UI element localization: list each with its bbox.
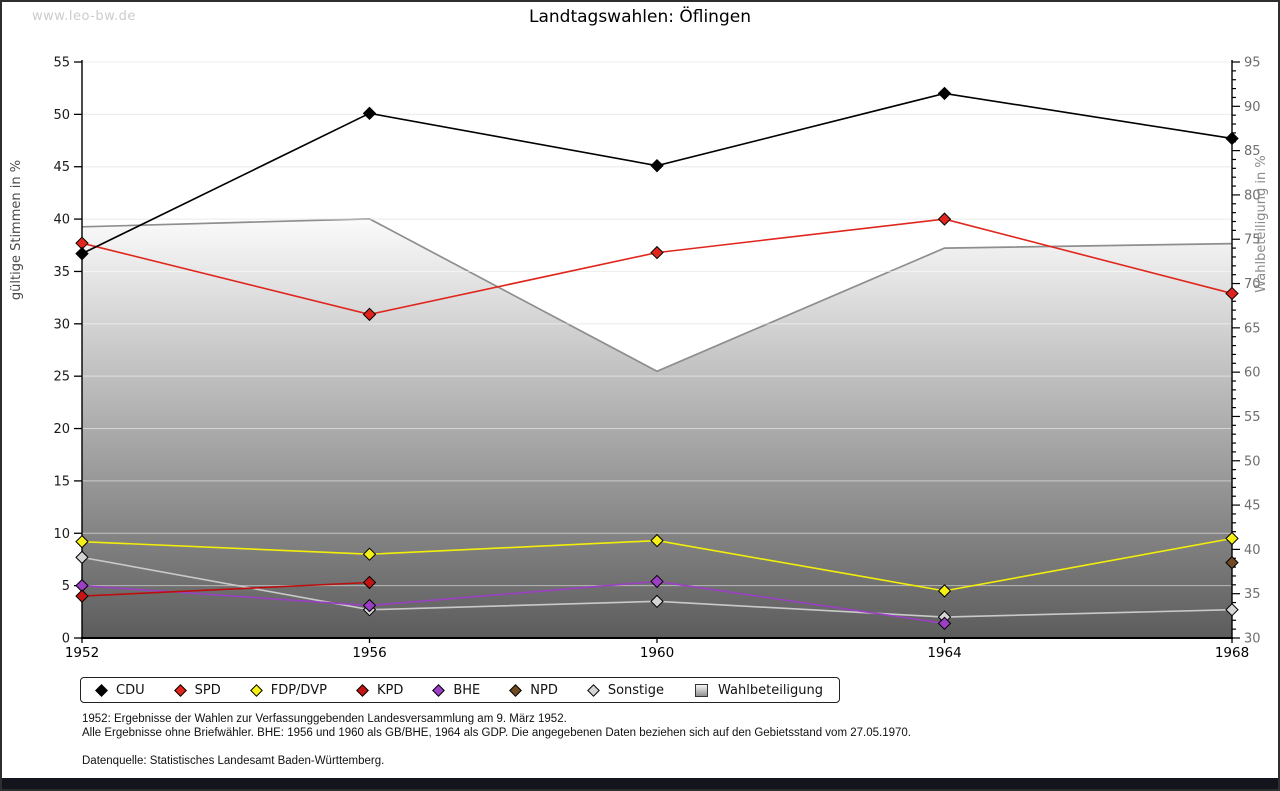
series-spd xyxy=(75,212,1239,322)
svg-text:1968: 1968 xyxy=(1215,645,1249,661)
legend-item-spd: SPD xyxy=(173,682,221,698)
svg-text:40: 40 xyxy=(53,213,70,228)
legend-item-npd: NPD xyxy=(509,682,558,698)
legend-label-fdp-dvp: FDP/DVP xyxy=(270,682,327,698)
legend-item-bhe: BHE xyxy=(432,682,481,698)
svg-text:20: 20 xyxy=(53,422,70,437)
footnote-line-1: 1952: Ergebnisse der Wahlen zur Verfassu… xyxy=(82,713,567,725)
svg-text:40: 40 xyxy=(1244,543,1261,558)
series-npd xyxy=(1225,555,1239,570)
svg-text:50: 50 xyxy=(1244,454,1261,469)
legend-label-cdu: CDU xyxy=(116,682,145,698)
svg-text:1952: 1952 xyxy=(65,645,99,661)
legend-item-cdu: CDU xyxy=(95,682,145,698)
svg-text:1960: 1960 xyxy=(640,645,674,661)
svg-text:10: 10 xyxy=(53,527,70,542)
legend-label-kpd: KPD xyxy=(376,682,404,698)
chart-footnotes: 1952: Ergebnisse der Wahlen zur Verfassu… xyxy=(82,713,911,769)
svg-text:45: 45 xyxy=(53,160,70,175)
svg-text:80: 80 xyxy=(1244,188,1261,203)
legend-square-icon xyxy=(695,683,709,697)
bottom-bar xyxy=(2,778,1278,789)
svg-text:30: 30 xyxy=(53,317,70,332)
legend-label-sonstige: Sonstige xyxy=(607,682,665,698)
svg-text:95: 95 xyxy=(1244,56,1261,71)
legend-diamond-icon xyxy=(95,683,108,697)
svg-text:55: 55 xyxy=(1244,410,1261,425)
legend-diamond-icon xyxy=(356,683,369,697)
svg-text:60: 60 xyxy=(1244,366,1261,381)
footnote-line-2: Alle Ergebnisse ohne Briefwähler. BHE: 1… xyxy=(82,726,911,739)
svg-text:75: 75 xyxy=(1244,233,1261,248)
legend-diamond-icon xyxy=(509,683,523,697)
svg-text:25: 25 xyxy=(53,370,70,385)
legend-item-wahlbeteiligung: Wahlbeteiligung xyxy=(695,683,823,698)
series-cdu xyxy=(75,86,1239,261)
svg-text:1964: 1964 xyxy=(927,645,961,661)
svg-text:85: 85 xyxy=(1244,144,1261,159)
left-axis-title: gültige Stimmen in % xyxy=(9,160,24,300)
left-axis-ticks: 0 5 10 15 20 25 30 35 40 45 50 55 xyxy=(53,56,82,647)
svg-text:5: 5 xyxy=(62,579,70,594)
svg-text:1956: 1956 xyxy=(352,645,386,661)
series-bhe xyxy=(75,574,952,631)
chart-canvas: 0 5 10 15 20 25 30 35 40 45 50 55 30 35 40 45 50 55 60 65 70… xyxy=(9,56,1269,662)
series-kpd xyxy=(75,575,377,603)
svg-text:70: 70 xyxy=(1244,277,1261,292)
svg-text:15: 15 xyxy=(53,474,70,489)
legend-diamond-icon xyxy=(586,683,600,697)
svg-text:30: 30 xyxy=(1244,632,1261,647)
svg-text:35: 35 xyxy=(1244,587,1261,602)
svg-text:45: 45 xyxy=(1244,499,1261,514)
legend-item-sonstige: Sonstige xyxy=(586,682,665,698)
legend-label-bhe: BHE xyxy=(453,682,481,698)
svg-text:50: 50 xyxy=(53,108,70,123)
data-source-note: Datenquelle: Statistisches Landesamt Bad… xyxy=(82,755,385,767)
chart-legend: CDU SPD FDP/DVP KPD BHE NPD Sonstige Wahlbeteil… xyxy=(80,677,841,703)
legend-label-wahlbeteiligung: Wahlbeteiligung xyxy=(718,682,824,698)
legend-diamond-icon xyxy=(249,683,263,697)
svg-text:0: 0 xyxy=(62,632,70,647)
site-watermark: www.leo-bw.de xyxy=(32,9,136,24)
x-axis-ticks: 1952 1956 1960 1964 1968 xyxy=(65,638,1249,661)
right-axis-title: Wahlbeteiligung in % xyxy=(1254,155,1269,292)
svg-text:55: 55 xyxy=(53,56,70,71)
svg-text:65: 65 xyxy=(1244,321,1261,336)
page-title: Landtagswahlen: Öflingen xyxy=(529,7,751,27)
right-axis-ticks: 30 35 40 45 50 55 60 65 70 75 80 85 90 95 xyxy=(1232,56,1261,647)
legend-label-spd: SPD xyxy=(194,682,221,698)
legend-item-kpd: KPD xyxy=(356,682,404,698)
legend-diamond-icon xyxy=(173,683,187,697)
legend-diamond-icon xyxy=(432,683,446,697)
legend-item-fdp-dvp: FDP/DVP xyxy=(249,682,327,698)
svg-text:35: 35 xyxy=(53,265,70,280)
svg-text:90: 90 xyxy=(1244,100,1261,115)
series-fdp-dvp xyxy=(75,531,1239,598)
legend-label-npd: NPD xyxy=(530,682,558,698)
